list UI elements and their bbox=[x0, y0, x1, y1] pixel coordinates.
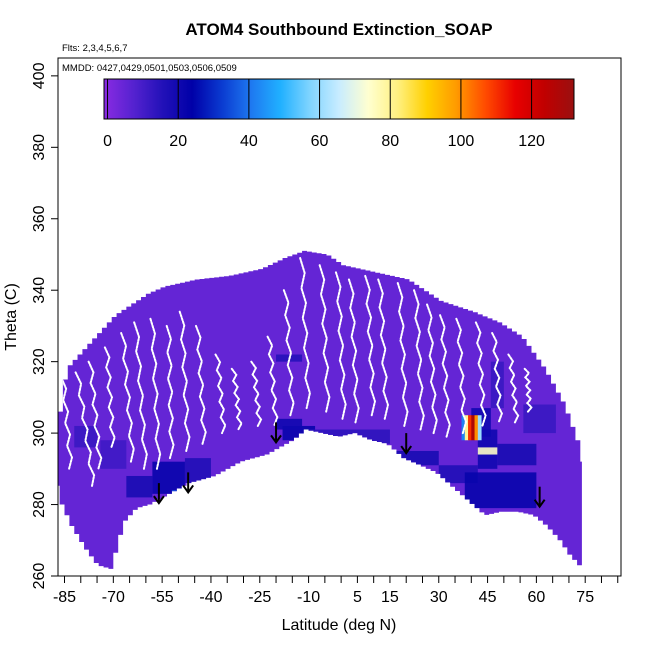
x-tick-label: -70 bbox=[102, 589, 125, 606]
y-tick-label: 400 bbox=[31, 62, 48, 89]
x-tick-label: 15 bbox=[381, 589, 399, 606]
flight-track bbox=[165, 324, 175, 460]
flight-track bbox=[194, 324, 207, 445]
flight-track bbox=[250, 360, 263, 427]
heatmap-cell bbox=[308, 429, 390, 444]
flights-note: Flts: 2,3,4,5,6,7 bbox=[62, 43, 127, 54]
colorbar-tick-label: 100 bbox=[448, 133, 475, 150]
x-tick-label: 45 bbox=[479, 589, 497, 606]
x-tick-label: 5 bbox=[353, 589, 362, 606]
flight-track bbox=[347, 278, 360, 424]
heatmap-cell bbox=[171, 490, 185, 501]
x-tick-label: 30 bbox=[430, 589, 448, 606]
flight-track bbox=[491, 332, 503, 424]
down-arrow-icon bbox=[182, 472, 194, 495]
down-arrow-icon bbox=[533, 486, 546, 509]
flight-track bbox=[74, 371, 96, 488]
y-tick-label: 320 bbox=[31, 348, 48, 375]
x-tick-label: -10 bbox=[297, 589, 320, 606]
flight-track bbox=[282, 289, 295, 417]
flight-track bbox=[396, 282, 409, 427]
heatmap-cell bbox=[126, 475, 153, 498]
y-tick-label: 340 bbox=[31, 277, 48, 304]
heatmap-cell bbox=[389, 450, 439, 466]
colorbar-tick-label: 80 bbox=[381, 133, 399, 150]
flight-track bbox=[439, 314, 451, 438]
hotspot-cell bbox=[471, 415, 476, 441]
flight-track bbox=[523, 367, 533, 413]
flight-track bbox=[178, 310, 191, 452]
colorbar-gradient bbox=[103, 78, 575, 120]
flight-tracks bbox=[58, 257, 533, 488]
flight-track bbox=[507, 353, 520, 424]
y-axis: 260 280 300 320 340 360 380 400 bbox=[31, 62, 58, 589]
y-axis-label: Theta (C) bbox=[3, 283, 20, 351]
x-tick-label: -25 bbox=[248, 589, 271, 606]
colorbar-tick-label: 20 bbox=[169, 133, 187, 150]
flight-track bbox=[103, 346, 116, 449]
y-tick-label: 260 bbox=[31, 563, 48, 590]
x-tick-label: 60 bbox=[527, 589, 545, 606]
flight-track bbox=[413, 289, 425, 431]
flight-track bbox=[474, 321, 487, 427]
arrow-markers bbox=[153, 422, 546, 509]
flight-track bbox=[230, 367, 243, 431]
colorbar-tick-label: 0 bbox=[103, 133, 112, 150]
hotspot-cell bbox=[468, 415, 472, 441]
flight-track bbox=[318, 264, 331, 413]
colorbar: 0 20 40 60 80 100 120 bbox=[103, 78, 575, 150]
flight-track bbox=[149, 317, 162, 470]
colorbar-tick-label: 40 bbox=[240, 133, 258, 150]
x-tick-label: -40 bbox=[199, 589, 222, 606]
flight-track bbox=[426, 303, 438, 435]
down-arrow-icon bbox=[400, 433, 413, 455]
flight-track bbox=[455, 317, 468, 435]
flight-track bbox=[266, 335, 279, 427]
x-axis: -85 -70 -55 -40 -25 -10 5 15 30 45 60 75 bbox=[53, 576, 619, 606]
heatmap-cell bbox=[464, 472, 537, 509]
flight-track bbox=[334, 271, 347, 420]
flight-track bbox=[364, 274, 377, 417]
heatmap-cell bbox=[100, 440, 127, 469]
hotspot-cell bbox=[464, 415, 469, 441]
dates-note: MMDD: 0427,0429,0501,0503,0506,0509 bbox=[62, 63, 237, 74]
flight-track bbox=[87, 360, 103, 470]
colorbar-tick-label: 120 bbox=[518, 133, 545, 150]
flight-track bbox=[377, 278, 390, 420]
heatmap-cell bbox=[497, 443, 537, 466]
flight-track bbox=[120, 332, 135, 463]
heatmap-cell bbox=[523, 404, 556, 434]
flight-track bbox=[133, 321, 148, 470]
hotspot-cell bbox=[474, 415, 479, 441]
colorbar-tick-label: 60 bbox=[311, 133, 329, 150]
down-arrow-icon bbox=[270, 422, 282, 445]
plot-frame bbox=[57, 57, 622, 577]
x-axis-label: Latitude (deg N) bbox=[282, 617, 397, 634]
flight-track bbox=[299, 257, 311, 410]
down-arrow-icon bbox=[153, 483, 165, 505]
heatmap-cell bbox=[276, 418, 303, 430]
y-tick-label: 280 bbox=[31, 491, 48, 518]
y-tick-label: 360 bbox=[31, 205, 48, 232]
y-tick-label: 380 bbox=[31, 134, 48, 161]
hotspot-cell bbox=[477, 415, 482, 441]
x-tick-label: -85 bbox=[53, 589, 76, 606]
x-tick-label: 75 bbox=[576, 589, 594, 606]
y-tick-label: 300 bbox=[31, 420, 48, 447]
x-tick-label: -55 bbox=[151, 589, 174, 606]
heatmap-cell bbox=[477, 447, 498, 455]
flight-track bbox=[214, 353, 227, 435]
chart-title: ATOM4 Southbound Extinction_SOAP bbox=[185, 20, 492, 39]
